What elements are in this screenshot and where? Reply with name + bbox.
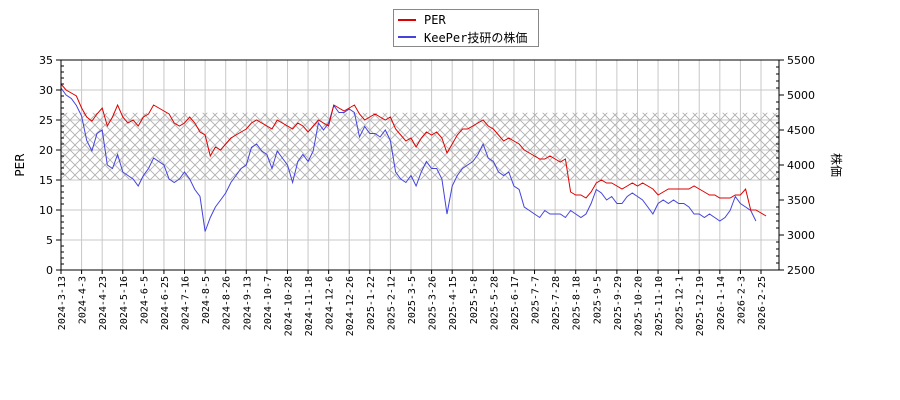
x-tick-label: 2025-5-28 — [489, 276, 500, 330]
x-tick-label: 2024-11-18 — [304, 276, 315, 336]
x-tick-label: 2025-9-5 — [592, 276, 603, 324]
x-tick-label: 2025-12-19 — [695, 276, 706, 336]
per-reference-band — [61, 112, 779, 180]
x-tick-label: 2024-9-13 — [242, 276, 253, 330]
left-axis: 0 5 10 15 20 25 30 35 — [39, 54, 64, 277]
legend-swatch-per — [398, 19, 416, 21]
x-tick-label: 2025-6-17 — [510, 276, 521, 330]
legend-item-price: KeePer技研の株価 — [398, 29, 527, 45]
right-tick-label: 3500 — [787, 194, 815, 207]
right-axis-title: 株価 — [829, 153, 844, 177]
x-tick-label: 2024-4-23 — [98, 276, 109, 330]
left-tick-label: 30 — [39, 84, 53, 97]
x-tick-label: 2025-3-26 — [428, 276, 439, 330]
x-tick-label: 2026-1-14 — [716, 276, 727, 330]
left-tick-label: 5 — [46, 234, 53, 247]
x-tick-label: 2024-10-7 — [263, 276, 274, 330]
x-tick-label: 2025-10-20 — [633, 276, 644, 336]
left-tick-label: 20 — [39, 144, 53, 157]
x-tick-label: 2024-6-5 — [139, 276, 150, 324]
x-tick-label: 2025-2-12 — [386, 276, 397, 330]
x-tick-label: 2025-7-28 — [551, 276, 562, 330]
right-tick-label: 5000 — [787, 89, 815, 102]
left-tick-label: 25 — [39, 114, 53, 127]
x-tick-label: 2024-8-26 — [222, 276, 233, 330]
x-tick-label: 2025-5-8 — [469, 276, 480, 324]
left-tick-label: 0 — [46, 264, 53, 277]
x-tick-label: 2024-3-13 — [57, 276, 68, 330]
left-axis-title: PER — [13, 153, 27, 176]
x-tick-label: 2024-12-6 — [325, 276, 336, 330]
x-tick-label: 2025-12-1 — [675, 276, 686, 330]
legend-label-price: KeePer技研の株価 — [424, 30, 528, 45]
legend-swatch-price — [398, 36, 416, 38]
x-axis: 2024-3-13 2024-4-3 2024-4-23 2024-5-16 2024-… — [57, 270, 768, 336]
series-per-line — [60, 83, 767, 217]
right-tick-label: 5500 — [787, 54, 815, 67]
right-tick-label: 2500 — [787, 264, 815, 277]
x-tick-label: 2026-2-3 — [736, 276, 747, 324]
left-tick-label: 10 — [39, 204, 53, 217]
x-tick-label: 2024-8-5 — [201, 276, 212, 324]
legend-label-per: PER — [424, 13, 446, 27]
x-tick-label: 2025-8-18 — [572, 276, 583, 330]
x-tick-label: 2025-1-22 — [366, 276, 377, 330]
x-tick-label: 2026-2-25 — [757, 276, 768, 330]
x-tick-label: 2024-5-16 — [119, 276, 130, 330]
legend-item-per: PER — [398, 12, 446, 28]
x-tick-label: 2024-6-25 — [160, 276, 171, 330]
x-tick-label: 2025-11-10 — [654, 276, 665, 336]
x-tick-label: 2025-7-7 — [531, 276, 542, 324]
x-tick-label: 2025-3-5 — [407, 276, 418, 324]
left-tick-label: 35 — [39, 54, 53, 67]
x-tick-label: 2025-4-15 — [448, 276, 459, 330]
x-tick-label: 2024-12-26 — [345, 276, 356, 336]
x-tick-label: 2024-4-3 — [78, 276, 89, 324]
right-tick-label: 4000 — [787, 159, 815, 172]
x-tick-label: 2024-10-28 — [283, 276, 294, 336]
right-tick-label: 4500 — [787, 124, 815, 137]
x-tick-label: 2024-7-16 — [181, 276, 192, 330]
legend: PER KeePer技研の株価 — [393, 9, 539, 47]
series-layer — [60, 83, 767, 232]
left-tick-label: 15 — [39, 174, 53, 187]
right-tick-label: 3000 — [787, 229, 815, 242]
right-axis: 2500 3000 3500 4000 4500 5000 5500 — [776, 54, 815, 277]
x-tick-label: 2025-9-29 — [613, 276, 624, 330]
series-price-line — [60, 87, 757, 232]
